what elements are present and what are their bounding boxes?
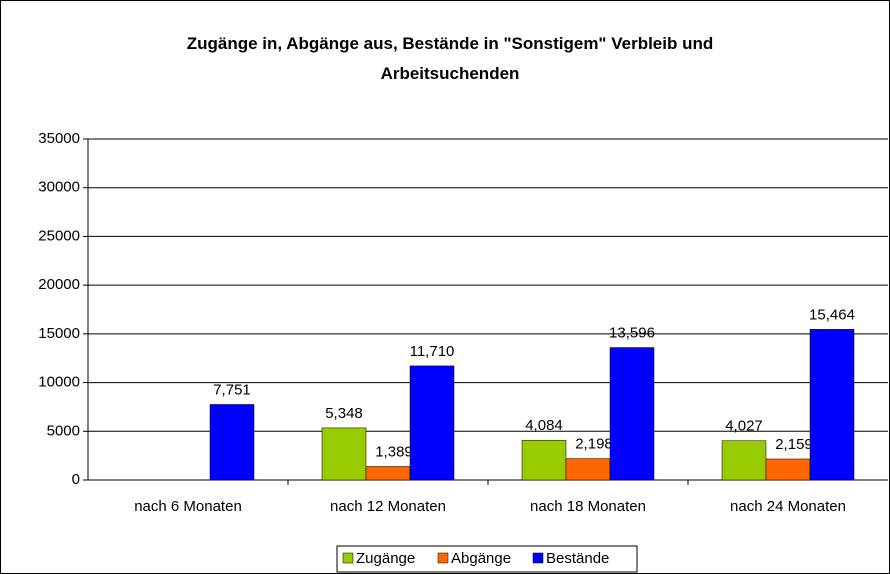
legend-swatch: [342, 552, 354, 564]
y-tick-label: 0: [72, 471, 80, 488]
x-tick-label: nach 24 Monaten: [730, 498, 846, 515]
value-label: 15,464: [809, 306, 855, 323]
value-label: 4,027: [725, 418, 763, 435]
x-tick-label: nach 18 Monaten: [530, 498, 646, 515]
value-label: 5,348: [325, 405, 363, 422]
y-tick-label: 10000: [38, 374, 80, 391]
x-tick-label: nach 12 Monaten: [330, 498, 446, 515]
y-tick-label: 30000: [38, 179, 80, 196]
bar: [809, 329, 855, 481]
x-tick-label: nach 6 Monaten: [134, 498, 242, 515]
bar: [521, 439, 567, 481]
value-label: 11,710: [410, 343, 455, 360]
legend-label: Zugänge: [356, 550, 415, 567]
bar: [321, 427, 367, 481]
bar: [721, 440, 767, 481]
chart-title: Zugänge in, Abgänge aus, Bestände in "So…: [187, 34, 714, 83]
bar: [209, 404, 255, 481]
bar: [409, 365, 455, 481]
y-tick-label: 20000: [38, 276, 80, 293]
bar: [565, 458, 611, 481]
y-tick-label: 25000: [38, 227, 80, 244]
y-tick-label: 35000: [38, 130, 80, 147]
y-tick-label: 15000: [38, 325, 80, 342]
bar: [609, 347, 655, 481]
legend-swatch: [532, 552, 544, 564]
value-label: 2,198: [575, 436, 613, 453]
value-label: 13,596: [609, 325, 655, 342]
bar: [765, 458, 811, 481]
value-label: 1,389: [375, 443, 413, 460]
value-label: 7,751: [213, 381, 251, 398]
legend-swatch: [437, 552, 449, 564]
legend-label: Abgänge: [451, 550, 511, 567]
value-label: 4,084: [525, 417, 563, 434]
legend-label: Bestände: [546, 550, 609, 567]
y-tick-label: 5000: [47, 422, 80, 439]
bar: [365, 466, 411, 481]
legend-box: [336, 545, 638, 573]
value-label: 2,159: [775, 436, 813, 453]
